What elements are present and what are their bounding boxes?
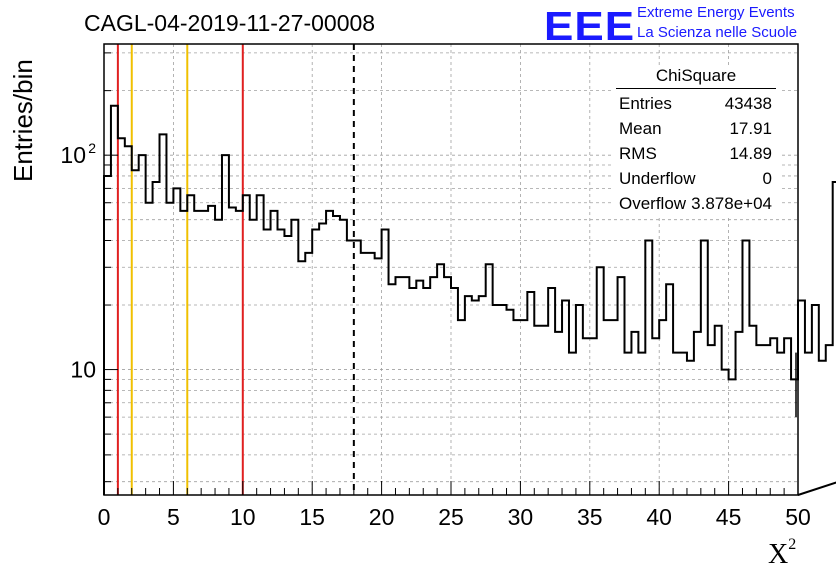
y-tick-exponent: 2 <box>88 140 96 156</box>
stats-row-overflow: Overflow 3.878e+04 <box>612 191 780 216</box>
stats-label: Entries <box>619 94 672 113</box>
x-tick-label: 20 <box>369 504 395 530</box>
x-tick-label: 10 <box>230 504 256 530</box>
x-tick-label: 30 <box>508 504 534 530</box>
stats-row-underflow: Underflow 0 <box>612 166 780 191</box>
histogram-outline <box>103 104 836 496</box>
stats-label: Overflow <box>619 194 687 213</box>
stats-label: RMS <box>619 144 657 163</box>
logo-line-1: Extreme Energy Events <box>637 4 795 21</box>
stats-value: 43438 <box>724 94 772 113</box>
stats-box: ChiSquare Entries 43438 Mean 17.91 RMS 1… <box>612 66 780 216</box>
y-tick-label: 10 <box>70 357 96 383</box>
stats-value: 3.878e+04 <box>691 194 772 213</box>
axis-ticks <box>103 52 799 495</box>
stats-label: Underflow <box>619 169 696 188</box>
marker-layer <box>116 44 355 495</box>
stats-value: 0 <box>762 169 772 188</box>
stats-row-mean: Mean 17.91 <box>612 116 780 141</box>
y-axis-label: Entries/bin <box>8 59 38 182</box>
logo-line-2: La Scienza nelle Scuole <box>637 24 798 41</box>
stats-row-entries: Entries 43438 <box>612 91 780 116</box>
chart-title: CAGL-04-2019-11-27-00008 <box>84 10 376 36</box>
x-tick-label: 15 <box>299 504 325 530</box>
stats-value: 17.91 <box>729 119 772 138</box>
x-tick-label: 35 <box>577 504 603 530</box>
x-tick-labels: 0 5 10 15 20 25 30 35 40 45 50 <box>98 504 811 530</box>
y-tick-label: 10 <box>60 142 86 168</box>
stats-label: Mean <box>619 119 662 138</box>
stats-title: ChiSquare <box>616 66 776 89</box>
x-tick-label: 0 <box>98 504 111 530</box>
eee-logo: EEE <box>544 4 636 50</box>
stats-row-rms: RMS 14.89 <box>612 141 780 166</box>
x-tick-label: 45 <box>716 504 742 530</box>
x-tick-label: 50 <box>785 504 811 530</box>
stats-value: 14.89 <box>729 144 772 163</box>
x-axis-label: X2 <box>768 536 797 570</box>
x-tick-label: 40 <box>646 504 672 530</box>
x-tick-label: 25 <box>438 504 464 530</box>
x-tick-label: 5 <box>167 504 180 530</box>
